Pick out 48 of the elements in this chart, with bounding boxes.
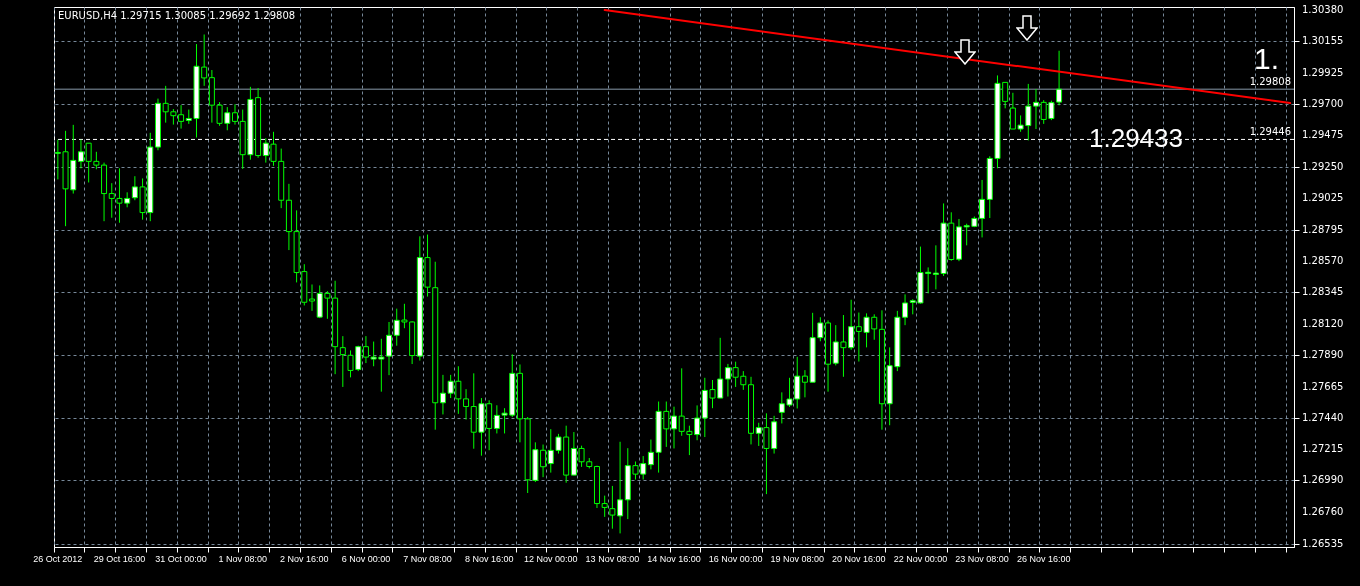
x-tick-label: 26 Oct 2012 bbox=[33, 553, 83, 564]
y-tick-label: 1.29250 bbox=[1302, 160, 1344, 172]
x-tick-label: 31 Oct 00:00 bbox=[155, 553, 207, 564]
x-tick-label: 1 Nov 08:00 bbox=[218, 553, 267, 564]
x-tick-label: 23 Nov 08:00 bbox=[955, 553, 1009, 564]
candlestick bbox=[601, 495, 608, 518]
y-tick-label: 1.26535 bbox=[1302, 537, 1344, 549]
x-tick-label: 13 Nov 08:00 bbox=[585, 553, 640, 564]
candlestick bbox=[231, 103, 238, 126]
x-tick-label: 7 Nov 08:00 bbox=[403, 553, 452, 564]
x-tick-label: 26 Nov 16:00 bbox=[1016, 553, 1071, 564]
y-tick-label: 1.26990 bbox=[1302, 474, 1344, 486]
x-tick-label: 2 Nov 16:00 bbox=[280, 553, 329, 564]
x-tick-label: 6 Nov 00:00 bbox=[341, 553, 391, 564]
y-tick-label: 1.28120 bbox=[1302, 317, 1344, 329]
y-tick-label: 1.27665 bbox=[1302, 380, 1344, 392]
y-tick-label: 1.29025 bbox=[1302, 191, 1344, 203]
annotation: 1.29433 bbox=[1089, 123, 1183, 153]
candlestick bbox=[386, 321, 393, 376]
y-tick-label: 1.30155 bbox=[1302, 35, 1344, 47]
y-tick-label: 1.27215 bbox=[1302, 443, 1344, 455]
x-tick-label: 20 Nov 16:00 bbox=[832, 553, 886, 564]
y-tick-label: 1.27890 bbox=[1302, 349, 1344, 361]
y-tick-label: 1.30380 bbox=[1302, 3, 1344, 15]
y-tick-label: 1.28570 bbox=[1302, 255, 1344, 267]
annotation: 1. bbox=[1254, 42, 1280, 75]
candlestick bbox=[339, 335, 346, 388]
candlestick bbox=[309, 284, 316, 312]
candlestick bbox=[1032, 88, 1039, 130]
y-tick-label: 1.29925 bbox=[1302, 66, 1344, 78]
y-tick-label: 1.29475 bbox=[1302, 129, 1344, 141]
candlestick bbox=[671, 406, 677, 449]
y-tick-label: 1.29700 bbox=[1302, 98, 1344, 110]
x-tick-label: 22 Nov 00:00 bbox=[893, 553, 948, 564]
x-tick-label: 12 Nov 00:00 bbox=[524, 553, 578, 564]
x-tick-label: 19 Nov 08:00 bbox=[770, 553, 824, 564]
y-tick-label: 1.28795 bbox=[1302, 223, 1344, 235]
x-tick-label: 29 Oct 16:00 bbox=[93, 553, 146, 564]
ref-line-label: 1.29808 bbox=[1249, 76, 1291, 88]
y-tick-label: 1.26760 bbox=[1302, 506, 1344, 518]
chart-title: EURUSD,H4 1.29715 1.30085 1.29692 1.29808 bbox=[58, 10, 296, 21]
y-tick-label: 1.27440 bbox=[1302, 411, 1344, 423]
x-tick-label: 14 Nov 16:00 bbox=[647, 553, 701, 564]
y-tick-label: 1.28345 bbox=[1302, 286, 1344, 298]
x-tick-label: 16 Nov 00:00 bbox=[708, 553, 763, 564]
candlestick bbox=[463, 388, 470, 421]
x-tick-label: 8 Nov 16:00 bbox=[464, 553, 514, 564]
ref-line-label: 1.29446 bbox=[1249, 126, 1291, 138]
